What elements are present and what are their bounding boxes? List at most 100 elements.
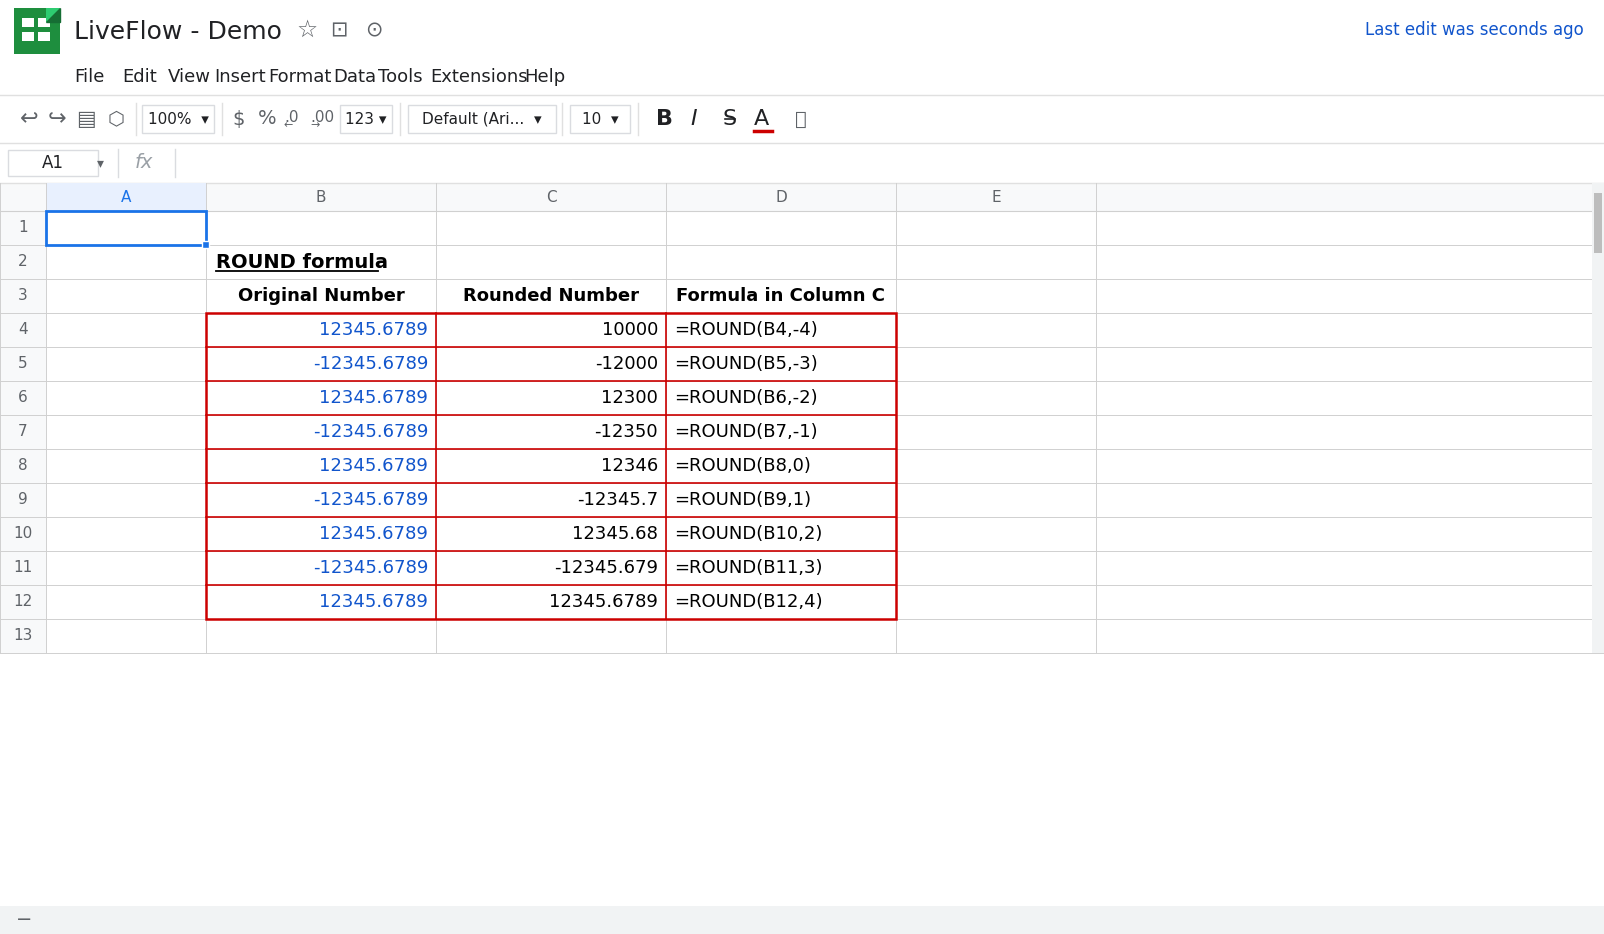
Bar — [22, 18, 34, 27]
Text: .0: .0 — [284, 109, 298, 124]
Bar — [14, 8, 59, 54]
Text: $: $ — [233, 109, 244, 129]
Text: =ROUND(B8,0): =ROUND(B8,0) — [674, 457, 812, 475]
Text: 12345.6789: 12345.6789 — [319, 593, 428, 611]
Text: ↪: ↪ — [48, 109, 67, 129]
Text: ⊙: ⊙ — [366, 20, 382, 40]
Text: Edit: Edit — [122, 68, 157, 87]
Text: 10: 10 — [13, 527, 32, 542]
Bar — [143, 105, 213, 133]
Bar — [0, 95, 1604, 143]
Bar — [0, 183, 1604, 211]
Text: ⬡: ⬡ — [107, 109, 125, 129]
Text: =ROUND(B11,3): =ROUND(B11,3) — [674, 559, 823, 577]
Text: -12000: -12000 — [595, 355, 658, 373]
Text: -12345.679: -12345.679 — [553, 559, 658, 577]
Text: fx: fx — [135, 153, 154, 173]
Text: -12345.6789: -12345.6789 — [313, 423, 428, 441]
Bar — [47, 211, 205, 245]
Text: 12345.6789: 12345.6789 — [319, 525, 428, 543]
Text: -12345.7: -12345.7 — [577, 491, 658, 509]
Text: 12346: 12346 — [602, 457, 658, 475]
Text: A: A — [754, 109, 770, 129]
Text: 12345.6789: 12345.6789 — [549, 593, 658, 611]
Text: A1: A1 — [42, 154, 64, 172]
Text: B: B — [656, 109, 674, 129]
Bar — [22, 32, 34, 41]
Text: ⊡: ⊡ — [330, 20, 348, 40]
Text: Formula in Column C: Formula in Column C — [677, 287, 885, 305]
Text: 13: 13 — [13, 629, 32, 644]
Bar — [38, 32, 50, 41]
Text: Tools: Tools — [379, 68, 422, 87]
Text: 12345.6789: 12345.6789 — [319, 457, 428, 475]
Text: 123 ▾: 123 ▾ — [345, 111, 387, 126]
Polygon shape — [47, 8, 59, 22]
Text: -12345.6789: -12345.6789 — [313, 355, 428, 373]
Text: C: C — [545, 190, 557, 205]
Text: =ROUND(B7,-1): =ROUND(B7,-1) — [674, 423, 818, 441]
Text: E: E — [991, 190, 1001, 205]
Bar — [202, 241, 209, 248]
Bar — [38, 18, 50, 27]
Text: =ROUND(B10,2): =ROUND(B10,2) — [674, 525, 823, 543]
Bar — [205, 313, 897, 619]
Text: 1: 1 — [18, 220, 27, 235]
Text: B: B — [316, 190, 326, 205]
Text: =ROUND(B9,1): =ROUND(B9,1) — [674, 491, 812, 509]
Text: 12345.68: 12345.68 — [573, 525, 658, 543]
Text: 7: 7 — [18, 424, 27, 440]
Text: Original Number: Original Number — [237, 287, 404, 305]
Text: Last edit was seconds ago: Last edit was seconds ago — [1365, 21, 1585, 39]
Text: =ROUND(B5,-3): =ROUND(B5,-3) — [674, 355, 818, 373]
Text: -12350: -12350 — [595, 423, 658, 441]
Text: Format: Format — [268, 68, 332, 87]
Text: 8: 8 — [18, 459, 27, 474]
Text: =ROUND(B12,4): =ROUND(B12,4) — [674, 593, 823, 611]
Text: 100%  ▾: 100% ▾ — [148, 111, 209, 126]
Bar — [407, 105, 557, 133]
Text: .00: .00 — [310, 109, 334, 124]
Text: D: D — [775, 190, 788, 205]
Bar — [0, 0, 1604, 60]
Text: -12345.6789: -12345.6789 — [313, 491, 428, 509]
Text: 4: 4 — [18, 322, 27, 337]
Text: View: View — [168, 68, 212, 87]
Bar — [0, 143, 1604, 183]
Text: →: → — [310, 120, 319, 130]
Bar — [1594, 193, 1602, 253]
Text: 10  ▾: 10 ▾ — [582, 111, 618, 126]
Text: S: S — [722, 109, 736, 129]
Bar — [47, 8, 59, 22]
Text: =ROUND(B4,-4): =ROUND(B4,-4) — [674, 321, 818, 339]
Text: A: A — [120, 190, 132, 205]
Bar — [47, 183, 205, 211]
Text: ☆: ☆ — [297, 18, 318, 42]
Text: Rounded Number: Rounded Number — [464, 287, 638, 305]
Text: 3: 3 — [18, 289, 27, 304]
Text: ↩: ↩ — [19, 109, 38, 129]
Bar — [47, 8, 59, 22]
Text: Data: Data — [334, 68, 375, 87]
Text: 12: 12 — [13, 595, 32, 610]
Text: Extensions: Extensions — [430, 68, 528, 87]
Text: 6: 6 — [18, 390, 27, 405]
Text: 12300: 12300 — [602, 389, 658, 407]
Text: Insert: Insert — [213, 68, 266, 87]
Text: ROUND formula: ROUND formula — [217, 252, 388, 272]
Text: ←: ← — [284, 120, 294, 130]
Bar — [8, 150, 98, 176]
Text: I: I — [690, 109, 696, 129]
Text: =ROUND(B6,-2): =ROUND(B6,-2) — [674, 389, 818, 407]
Text: 5: 5 — [18, 357, 27, 372]
Text: −: − — [16, 911, 32, 929]
Bar — [0, 906, 1604, 934]
Text: 12345.6789: 12345.6789 — [319, 389, 428, 407]
Bar — [340, 105, 391, 133]
Text: 10000: 10000 — [602, 321, 658, 339]
Text: 11: 11 — [13, 560, 32, 575]
Text: 12345.6789: 12345.6789 — [319, 321, 428, 339]
Text: 🪣: 🪣 — [796, 109, 807, 129]
Bar — [0, 60, 1604, 95]
Text: Default (Ari...  ▾: Default (Ari... ▾ — [422, 111, 542, 126]
